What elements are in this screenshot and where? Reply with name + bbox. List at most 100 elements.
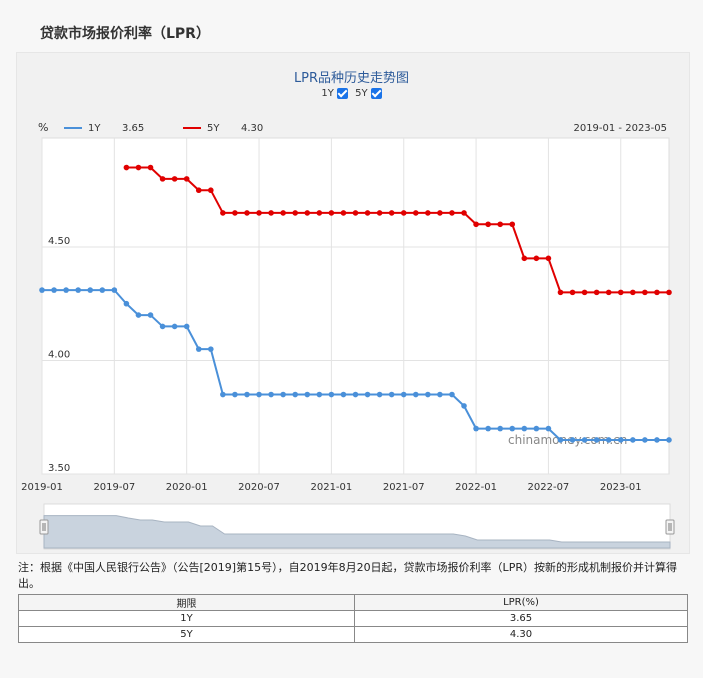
series-point-5y [617, 289, 624, 296]
series-point-1y [437, 391, 443, 398]
page-title: 贷款市场报价利率（LPR） [40, 26, 210, 42]
series-point-5y [545, 255, 552, 262]
series-point-1y [569, 437, 576, 443]
series-point-1y [316, 391, 323, 398]
series-point-5y [123, 164, 130, 171]
series-point-1y [545, 425, 552, 432]
series-point-5y [171, 176, 178, 182]
x-tick-label: 2020-01 [166, 482, 208, 493]
navigator-mini-series [43, 515, 671, 549]
series-point-5y [232, 210, 238, 216]
y-tick-label: 3.50 [48, 463, 70, 474]
toggle-5y-checkbox[interactable] [370, 88, 382, 99]
toggle-1y[interactable]: 1Y [321, 88, 348, 99]
series-point-1y [87, 287, 94, 293]
series-point-5y [449, 210, 455, 216]
series-point-1y [304, 391, 311, 398]
series-point-5y [437, 210, 443, 216]
plot-area [41, 137, 670, 475]
series-point-5y [328, 210, 335, 216]
series-point-1y [412, 391, 419, 398]
header-rate: LPR(%) [354, 594, 688, 611]
series-point-1y [388, 391, 395, 398]
series-point-5y [461, 210, 467, 216]
range-navigator[interactable] [39, 503, 675, 550]
table-header-row: 期限 LPR(%) [18, 594, 688, 611]
x-tick-label: 2022-07 [528, 482, 570, 493]
series-point-5y [159, 176, 166, 182]
series-point-5y [280, 210, 286, 216]
series-point-5y [364, 210, 371, 216]
series-point-1y [183, 323, 190, 330]
series-point-1y [244, 391, 250, 398]
series-point-5y [244, 210, 250, 216]
series-point-1y [135, 312, 142, 318]
series-point-1y [232, 391, 238, 398]
series-point-5y [147, 164, 154, 171]
series-point-5y [425, 210, 431, 216]
x-tick-label: 2022-01 [455, 482, 497, 493]
series-point-5y [256, 210, 262, 216]
series-point-1y [605, 437, 612, 443]
series-point-5y [593, 289, 600, 296]
series-point-1y [340, 391, 347, 398]
series-point-1y [292, 391, 299, 398]
legend-5y-name[interactable]: 5Y [207, 123, 220, 134]
series-point-1y [328, 391, 335, 398]
series-point-1y [376, 391, 383, 398]
toggle-5y[interactable]: 5Y [355, 88, 382, 99]
x-tick-label: 2023-01 [600, 482, 642, 493]
series-point-5y [340, 210, 347, 216]
series-point-1y [630, 437, 636, 443]
series-point-1y [509, 425, 516, 432]
series-point-1y [593, 437, 600, 443]
series-point-1y [208, 346, 214, 352]
x-tick-label: 2020-07 [238, 482, 280, 493]
series-point-1y [63, 287, 69, 293]
table-row: 1Y 3.65 [18, 610, 688, 627]
series-point-1y [497, 425, 503, 432]
series-toggles: 1Y 5Y [0, 88, 703, 99]
legend-1y-value: 3.65 [122, 123, 144, 134]
series-point-1y [521, 425, 528, 432]
series-point-5y [135, 164, 142, 171]
series-point-1y [256, 391, 262, 398]
series-point-5y [400, 210, 407, 216]
series-point-5y [557, 289, 564, 296]
lpr-table: 期限 LPR(%) 1Y 3.65 5Y 4.30 [18, 594, 688, 643]
series-point-5y [485, 221, 491, 228]
series-point-5y [666, 289, 672, 296]
row-5y-term: 5Y [18, 626, 355, 643]
series-point-1y [352, 391, 359, 398]
series-point-1y [449, 391, 455, 398]
y-tick-label: 4.00 [48, 349, 70, 360]
series-point-1y [654, 437, 660, 443]
series-point-5y [497, 221, 503, 228]
series-point-1y [400, 391, 407, 398]
series-point-5y [208, 187, 214, 194]
navigator-left-handle[interactable] [39, 519, 49, 535]
series-point-1y [666, 437, 672, 443]
series-point-1y [39, 287, 45, 293]
series-point-1y [642, 437, 648, 443]
toggle-1y-label: 1Y [321, 88, 334, 99]
series-point-5y [654, 289, 660, 296]
series-point-1y [425, 391, 431, 398]
chart-title: LPR品种历史走势图 [293, 71, 410, 86]
series-point-1y [220, 391, 226, 398]
toggle-5y-label: 5Y [355, 88, 368, 99]
series-point-1y [364, 391, 371, 398]
series-point-1y [268, 391, 274, 398]
legend-1y-name[interactable]: 1Y [88, 123, 101, 134]
series-point-5y [473, 221, 479, 228]
toggle-1y-checkbox[interactable] [336, 88, 348, 99]
series-point-5y [316, 210, 323, 216]
navigator-right-handle[interactable] [665, 519, 675, 535]
series-point-5y [642, 289, 648, 296]
series-point-5y [569, 289, 576, 296]
series-line-5y [126, 166, 669, 294]
lpr-chart: % 1Y 3.65 5Y 4.30 2019-01 - 2023-05 chin… [21, 121, 675, 550]
series-point-1y [171, 323, 178, 330]
series-point-5y [268, 210, 274, 216]
series-point-1y [557, 437, 564, 443]
